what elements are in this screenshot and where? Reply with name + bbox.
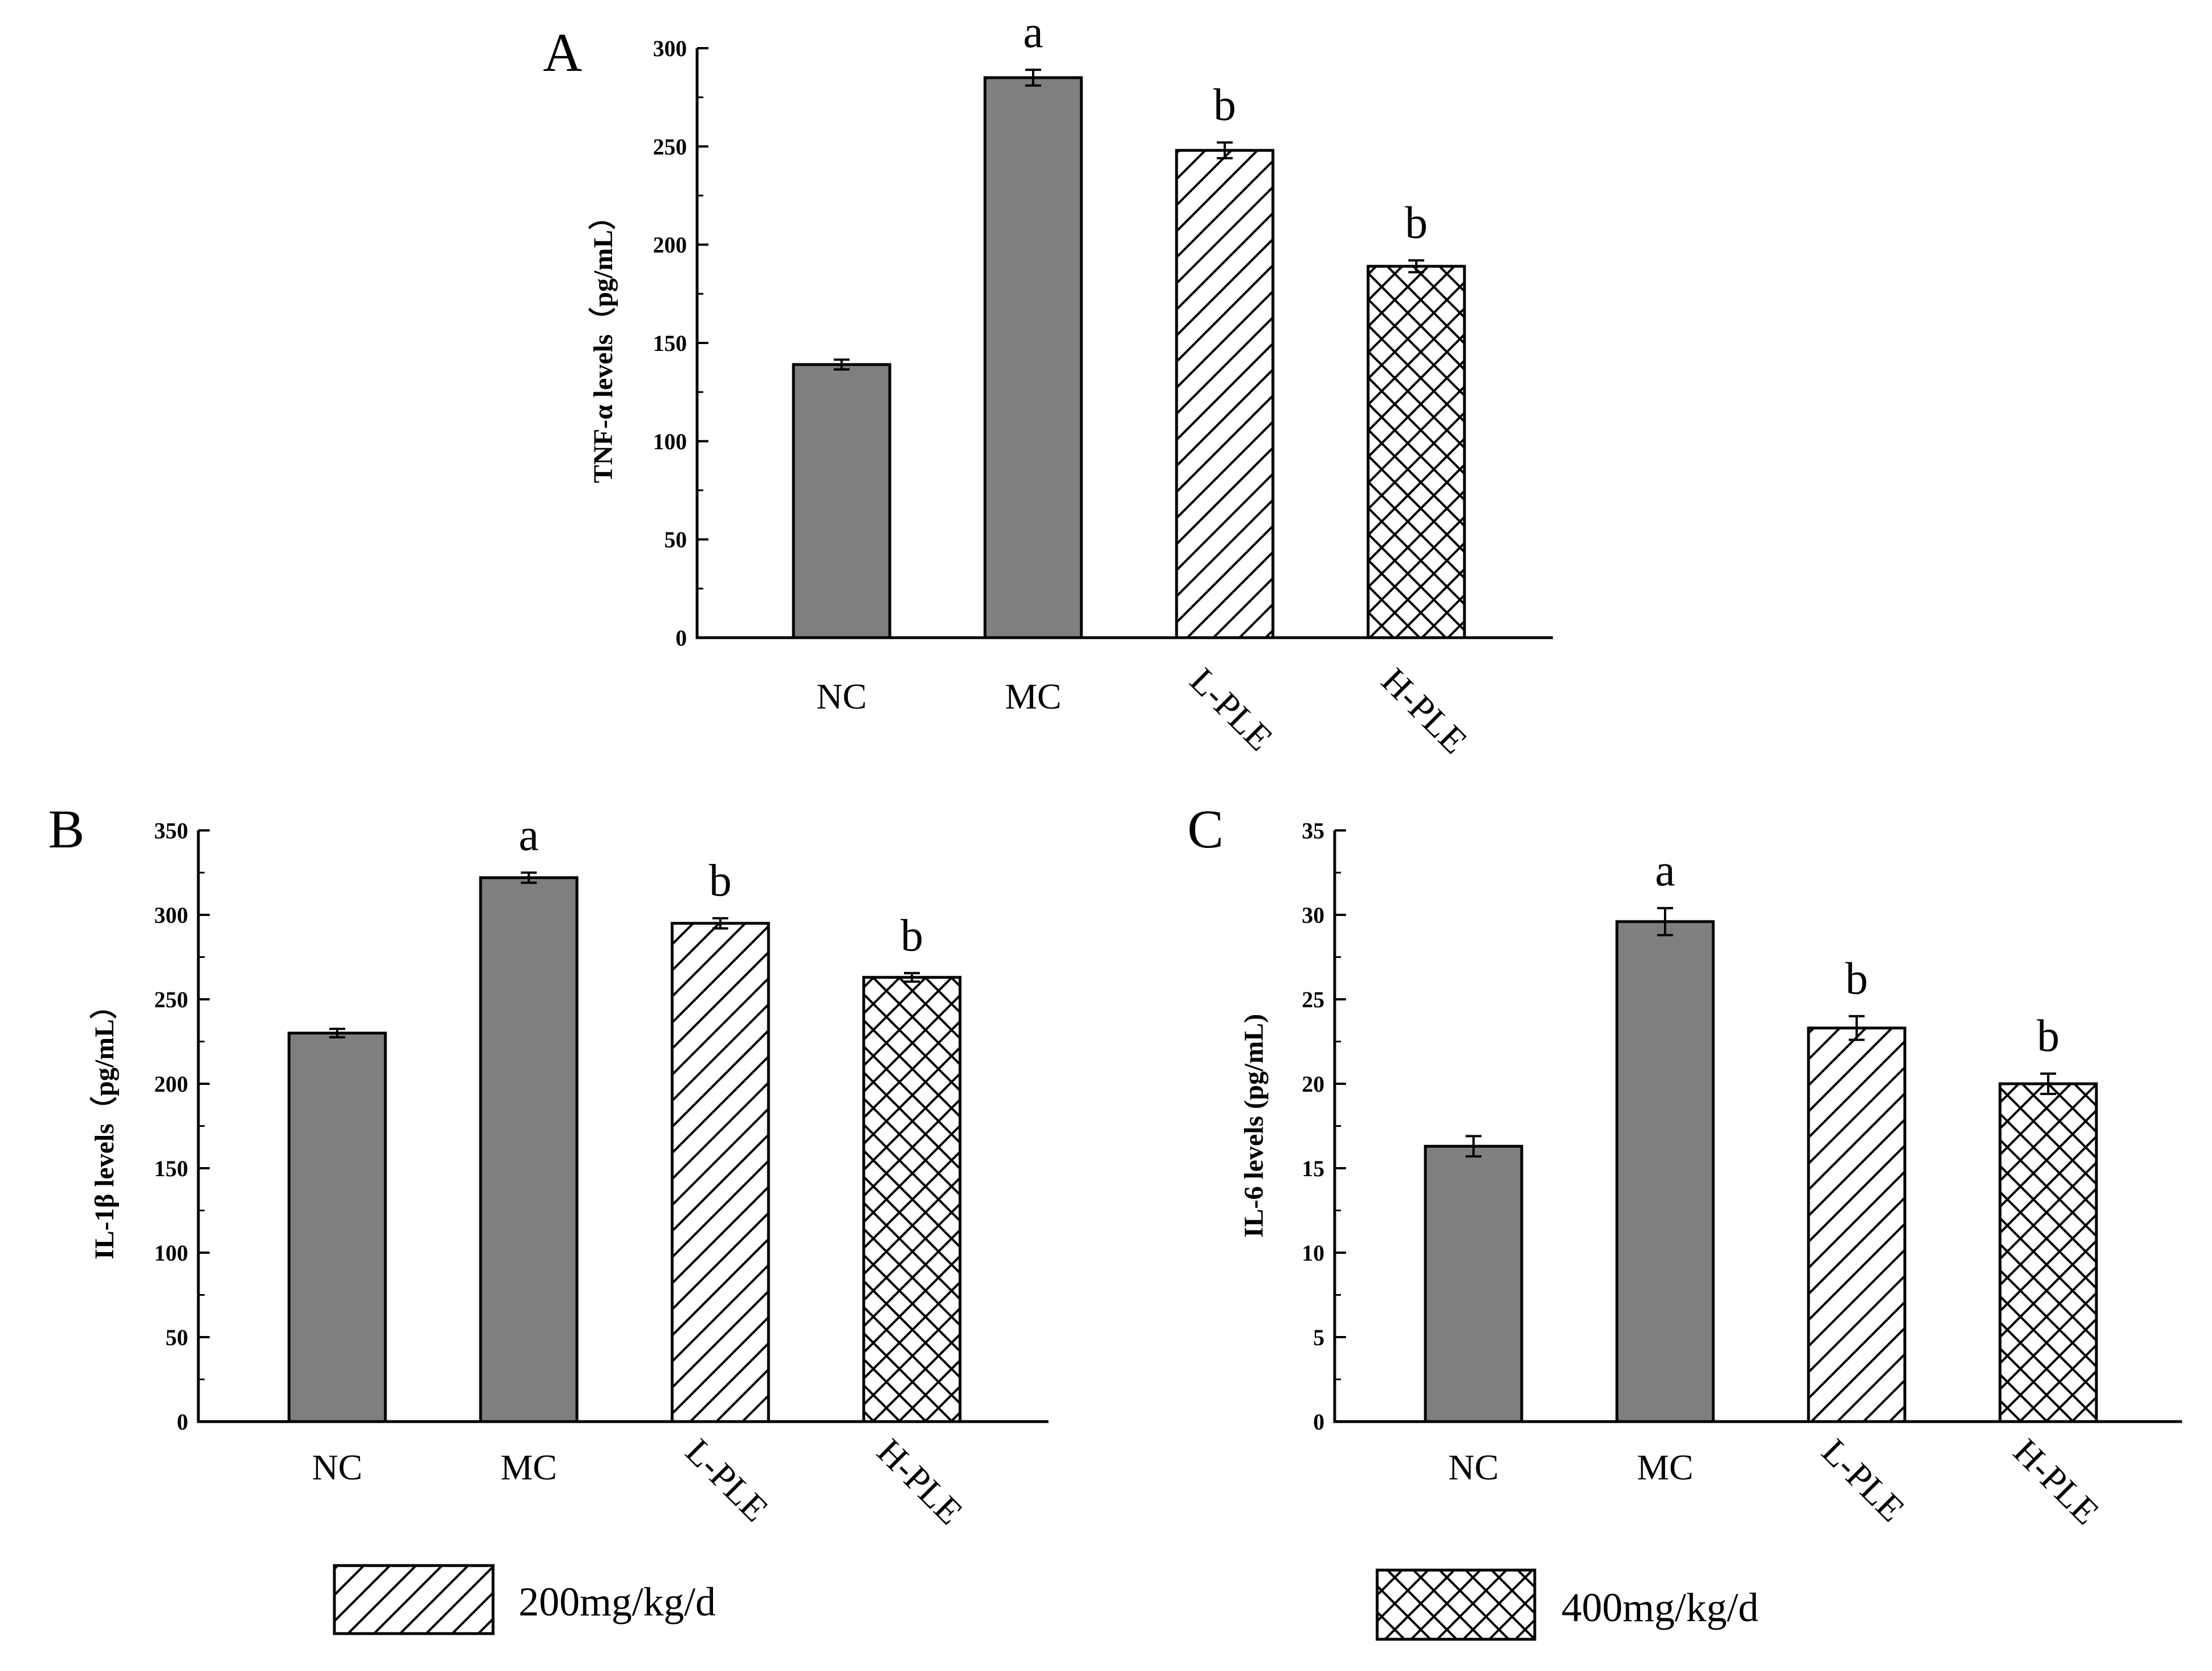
bar (1175, 149, 1275, 639)
y-tick-label: 5 (1313, 1325, 1324, 1350)
bar (1424, 1144, 1523, 1423)
category-label: H-PLE (2006, 1431, 2107, 1532)
y-tick-label: 35 (1302, 818, 1324, 843)
panel-letter: B (48, 799, 84, 859)
bar (1998, 1082, 2098, 1423)
y-tick-label: 25 (1302, 987, 1324, 1012)
y-tick-label: 30 (1302, 902, 1324, 928)
y-tick-label: 250 (154, 987, 188, 1012)
category-label: MC (500, 1447, 557, 1487)
legend-swatch-crosshatch (1375, 1568, 1536, 1641)
y-tick-label: 10 (1302, 1240, 1324, 1266)
y-tick-label: 150 (154, 1156, 188, 1181)
category-label: MC (1637, 1447, 1693, 1487)
bar (792, 363, 891, 639)
bar (479, 876, 579, 1423)
bar (862, 976, 962, 1423)
significance-letter: b (709, 856, 732, 906)
significance-letter: b (1213, 80, 1236, 130)
bar (1807, 1027, 1907, 1423)
bar (1366, 265, 1466, 639)
category-label: NC (817, 676, 867, 716)
significance-letter: a (1023, 7, 1043, 57)
significance-letter: a (1655, 846, 1675, 896)
y-tick-label: 50 (165, 1325, 188, 1350)
legend-label-200: 200mg/kg/d (519, 1579, 716, 1625)
y-tick-label: 100 (653, 429, 687, 454)
significance-letter: b (2037, 1011, 2060, 1061)
panel-letter: A (543, 22, 582, 83)
significance-letter: b (1405, 198, 1428, 248)
y-tick-label: 100 (154, 1240, 188, 1266)
category-label: L-PLE (1182, 660, 1280, 758)
category-label: H-PLE (1374, 660, 1475, 761)
bar (1615, 920, 1715, 1423)
y-tick-label: 200 (653, 232, 687, 258)
category-label: NC (1449, 1447, 1499, 1487)
y-tick-label: 0 (177, 1409, 188, 1435)
category-label: H-PLE (869, 1431, 970, 1532)
panel-b-chart: B 0 50 100 150 200 250 300 350 IL-1β levels（pg/mL… (48, 799, 1048, 1532)
y-axis-label: IL-1β levels（pg/mL） (90, 992, 120, 1259)
y-tick-label: 50 (664, 527, 687, 553)
y-axis-label: IL-6 levels (pg/mL) (1239, 1014, 1269, 1238)
y-tick-label: 350 (154, 818, 188, 843)
category-label: MC (1005, 676, 1062, 716)
legend: 200mg/kg/d 400mg/kg/d (333, 1564, 1759, 1641)
significance-letter: b (1845, 954, 1868, 1004)
category-label: L-PLE (1814, 1431, 1912, 1529)
significance-letter: b (901, 911, 923, 961)
y-tick-label: 15 (1302, 1156, 1324, 1181)
y-tick-label: 150 (653, 330, 687, 356)
bar (287, 1032, 387, 1423)
legend-swatch-hatch (333, 1564, 495, 1635)
y-axis-label: TNF-α levels（pg/mL） (588, 203, 618, 484)
legend-label-400: 400mg/kg/d (1561, 1585, 1759, 1630)
y-tick-label: 300 (154, 902, 188, 928)
y-tick-label: 300 (653, 36, 687, 61)
bar (670, 922, 770, 1423)
panel-a-chart: A 0 50 100 150 200 250 300 TNF-α levels（pg/mL） NC… (543, 7, 1553, 761)
y-tick-label: 250 (653, 134, 687, 159)
y-tick-label: 200 (154, 1071, 188, 1097)
panel-c-chart: C 0 5 10 15 20 25 30 35 IL-6 levels (pg/mL) NC a MC b… (1187, 799, 2182, 1532)
y-tick-label: 20 (1302, 1071, 1324, 1097)
y-tick-label: 0 (1313, 1409, 1324, 1435)
panel-letter: C (1187, 799, 1224, 859)
category-label: L-PLE (678, 1431, 776, 1529)
significance-letter: a (519, 811, 539, 860)
bar (983, 76, 1083, 639)
category-label: NC (312, 1447, 363, 1487)
y-tick-label: 0 (676, 625, 687, 651)
